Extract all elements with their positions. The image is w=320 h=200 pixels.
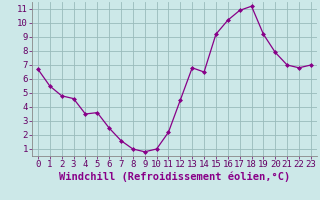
X-axis label: Windchill (Refroidissement éolien,°C): Windchill (Refroidissement éolien,°C) <box>59 172 290 182</box>
